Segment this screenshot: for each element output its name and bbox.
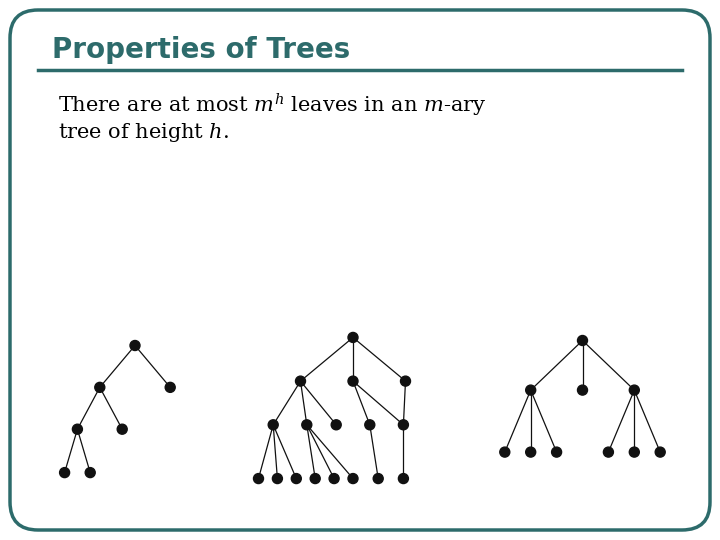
Circle shape — [552, 447, 562, 457]
Circle shape — [577, 385, 588, 395]
FancyBboxPatch shape — [10, 10, 710, 530]
Circle shape — [60, 468, 70, 477]
Circle shape — [526, 447, 536, 457]
Circle shape — [329, 474, 339, 483]
Circle shape — [253, 474, 264, 483]
Circle shape — [331, 420, 341, 430]
Circle shape — [348, 474, 358, 483]
Circle shape — [400, 376, 410, 386]
Circle shape — [310, 474, 320, 483]
Circle shape — [165, 382, 175, 393]
Text: There are at most $m^h$ leaves in an $m$-ary: There are at most $m^h$ leaves in an $m$… — [58, 91, 487, 119]
Circle shape — [73, 424, 82, 434]
Circle shape — [655, 447, 665, 457]
Circle shape — [295, 376, 305, 386]
Circle shape — [292, 474, 301, 483]
Circle shape — [348, 376, 358, 386]
Circle shape — [365, 420, 375, 430]
Circle shape — [130, 341, 140, 350]
Circle shape — [85, 468, 95, 477]
Text: tree of height $h$.: tree of height $h$. — [58, 120, 229, 144]
Circle shape — [95, 382, 105, 393]
Circle shape — [603, 447, 613, 457]
Circle shape — [526, 385, 536, 395]
Circle shape — [398, 474, 408, 483]
Circle shape — [117, 424, 127, 434]
Circle shape — [629, 385, 639, 395]
Circle shape — [373, 474, 383, 483]
Circle shape — [500, 447, 510, 457]
Circle shape — [398, 420, 408, 430]
Circle shape — [348, 333, 358, 342]
Circle shape — [302, 420, 312, 430]
Circle shape — [629, 447, 639, 457]
Text: Properties of Trees: Properties of Trees — [52, 36, 350, 64]
Circle shape — [577, 335, 588, 346]
Circle shape — [272, 474, 282, 483]
Circle shape — [268, 420, 278, 430]
